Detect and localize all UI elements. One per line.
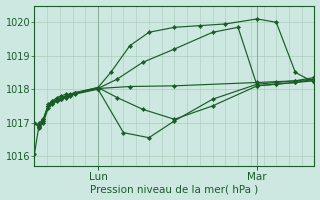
X-axis label: Pression niveau de la mer( hPa ): Pression niveau de la mer( hPa ): [90, 184, 259, 194]
